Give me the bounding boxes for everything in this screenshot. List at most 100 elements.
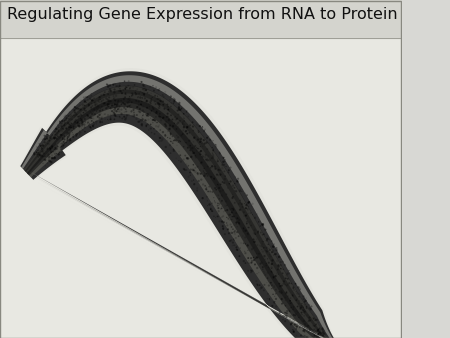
Point	[162, 122, 169, 127]
Point	[248, 260, 255, 265]
Point	[58, 141, 65, 146]
Point	[36, 157, 43, 162]
Point	[289, 293, 296, 298]
Point	[227, 165, 234, 170]
Point	[205, 189, 212, 194]
Point	[241, 249, 248, 254]
Point	[68, 117, 75, 123]
Point	[66, 127, 73, 133]
Point	[231, 227, 239, 233]
Point	[231, 231, 239, 237]
Point	[55, 128, 62, 134]
Point	[266, 247, 274, 253]
Point	[195, 129, 202, 135]
Point	[234, 244, 241, 249]
Point	[258, 285, 265, 290]
Point	[47, 147, 54, 153]
Point	[310, 315, 317, 321]
Point	[95, 105, 102, 110]
Point	[81, 99, 89, 104]
Point	[85, 94, 92, 99]
Point	[136, 110, 144, 115]
Point	[287, 300, 294, 306]
Point	[284, 308, 291, 314]
Point	[107, 113, 114, 118]
Point	[58, 121, 66, 126]
Point	[285, 268, 292, 273]
Point	[306, 318, 313, 323]
Point	[87, 125, 94, 131]
Point	[102, 106, 109, 111]
Point	[231, 228, 239, 234]
Point	[81, 107, 88, 113]
Point	[220, 227, 227, 232]
Point	[36, 154, 44, 160]
Point	[234, 247, 241, 253]
Point	[54, 122, 62, 128]
Point	[208, 200, 216, 206]
Point	[226, 238, 234, 244]
Point	[250, 237, 257, 242]
Point	[118, 91, 126, 96]
Point	[146, 104, 153, 109]
Point	[154, 100, 162, 106]
Point	[324, 337, 332, 338]
Point	[232, 243, 239, 248]
Point	[142, 99, 149, 104]
Point	[201, 141, 208, 146]
Point	[162, 119, 170, 124]
Point	[48, 160, 55, 165]
Point	[194, 188, 201, 193]
Point	[151, 131, 158, 137]
Point	[55, 138, 63, 144]
Point	[91, 100, 98, 105]
Point	[269, 258, 276, 263]
Point	[79, 102, 86, 107]
Point	[261, 270, 268, 276]
Point	[167, 94, 175, 99]
Point	[262, 272, 269, 278]
Point	[97, 111, 104, 116]
Point	[87, 114, 94, 119]
Point	[301, 302, 308, 307]
Point	[277, 259, 284, 265]
Point	[79, 122, 86, 127]
Point	[259, 239, 266, 244]
Point	[184, 145, 191, 150]
Point	[281, 310, 288, 315]
Point	[284, 271, 291, 276]
Point	[262, 227, 269, 232]
Point	[63, 138, 71, 144]
Point	[271, 294, 278, 299]
Point	[54, 132, 61, 138]
Point	[259, 221, 266, 227]
Point	[325, 337, 333, 338]
Point	[128, 109, 135, 114]
Point	[295, 285, 302, 290]
Point	[266, 266, 273, 272]
Point	[303, 306, 310, 311]
Point	[251, 257, 258, 263]
Point	[125, 78, 132, 84]
Point	[138, 103, 145, 109]
Point	[86, 115, 93, 120]
Point	[277, 283, 284, 289]
Point	[205, 134, 212, 139]
Point	[88, 91, 95, 96]
Point	[279, 270, 286, 276]
Point	[225, 215, 232, 220]
Point	[43, 134, 50, 140]
Bar	[0, 0, 402, 38]
Point	[81, 103, 88, 108]
Point	[192, 155, 199, 160]
Point	[81, 125, 88, 130]
Point	[135, 102, 143, 108]
Point	[47, 159, 54, 164]
Point	[208, 155, 215, 161]
Point	[68, 121, 75, 126]
Point	[302, 295, 310, 301]
Point	[180, 166, 188, 172]
Point	[68, 125, 75, 130]
Point	[160, 115, 167, 120]
Point	[207, 206, 214, 211]
